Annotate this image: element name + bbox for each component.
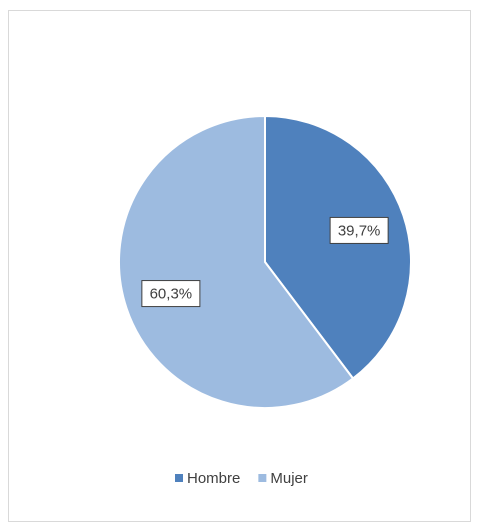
data-label: 60,3%	[150, 286, 193, 303]
data-label-box	[329, 216, 389, 244]
data-label: 39,7%	[338, 222, 381, 239]
legend-swatch	[258, 474, 267, 482]
legend-swatch	[175, 474, 183, 482]
legend-label: Hombre	[187, 470, 240, 487]
pie-slice	[118, 114, 355, 409]
pie-slice	[264, 114, 412, 380]
data-label-box	[141, 280, 201, 308]
legend-label: Mujer	[270, 470, 308, 487]
